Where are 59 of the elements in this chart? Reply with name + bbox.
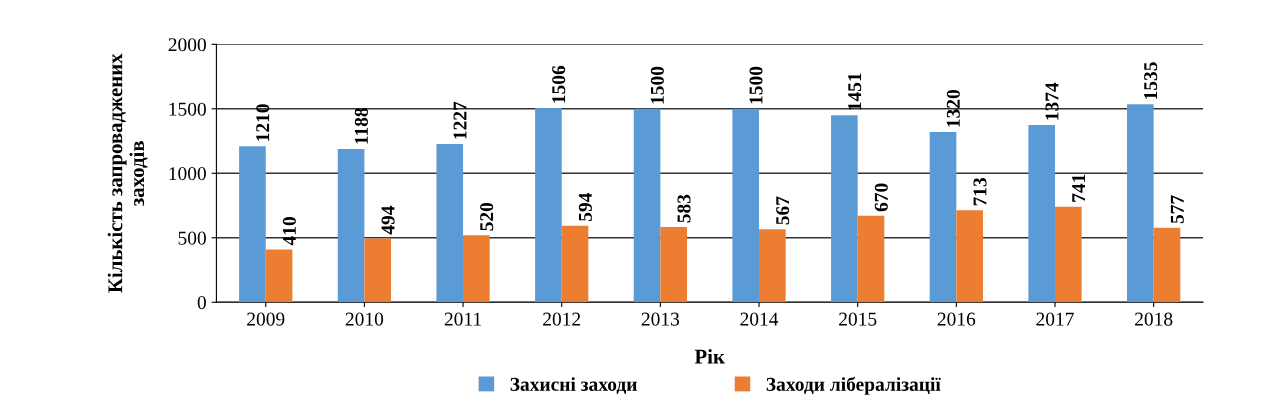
data-label: 567 [776, 196, 790, 225]
data-label: 1210 [256, 104, 270, 141]
bar [732, 108, 760, 303]
legend-label: Заходи лібералізації [766, 376, 941, 395]
bar [463, 235, 490, 303]
bar [759, 229, 786, 303]
x-tick-label: 2016 [937, 312, 976, 326]
bar [364, 238, 392, 303]
data-label: 520 [480, 202, 494, 231]
data-label: 670 [874, 183, 888, 212]
y-axis-title: Кількість запроваджених заходів [107, 53, 148, 293]
x-tick-label: 2014 [740, 312, 779, 326]
data-label: 741 [1072, 174, 1085, 202]
data-label: 1188 [354, 108, 368, 144]
data-label: 1500 [650, 66, 664, 104]
bar [1055, 206, 1082, 303]
data-label: 1535 [1144, 62, 1158, 99]
data-label: 1227 [453, 101, 467, 139]
data-label: 594 [578, 192, 592, 221]
bar [633, 108, 661, 303]
bar [1127, 104, 1154, 303]
y-tick-label: 1500 [169, 102, 206, 116]
bar [337, 149, 365, 303]
data-label: 494 [381, 205, 395, 235]
y-tick-label: 1000 [169, 167, 206, 181]
y-tick-label: 500 [178, 231, 206, 245]
bar [265, 249, 293, 303]
bar [929, 132, 957, 303]
bar [1153, 227, 1181, 303]
x-tick-label: 2010 [345, 312, 384, 326]
bar [956, 210, 983, 303]
data-label: 577 [1170, 195, 1184, 224]
x-tick-label: 2018 [1135, 312, 1173, 326]
data-label: 1500 [749, 66, 763, 104]
x-tick-label: 2009 [247, 312, 285, 326]
bar [436, 144, 464, 303]
y-tick-label: 2000 [168, 38, 206, 52]
x-tick-label: 2015 [839, 312, 877, 326]
x-axis-title: Рік [694, 349, 725, 364]
bar [535, 108, 562, 303]
x-tick-label: 2012 [543, 312, 581, 326]
data-label: 713 [973, 177, 987, 206]
bar [831, 115, 858, 303]
data-label: 1506 [552, 65, 566, 103]
bar [857, 215, 885, 303]
data-label: 1374 [1045, 82, 1059, 120]
data-label: 1451 [848, 73, 862, 110]
bar [660, 227, 688, 303]
x-tick-label: 2011 [444, 312, 481, 326]
x-tick-label: 2013 [641, 312, 680, 326]
bar [239, 146, 266, 303]
x-tick-label: 2017 [1036, 312, 1074, 326]
data-label: 583 [677, 194, 691, 223]
y-tick-label: 0 [197, 296, 206, 310]
bar [561, 225, 589, 303]
data-label: 1320 [946, 90, 960, 127]
data-label: 410 [282, 217, 296, 246]
bar [1028, 125, 1055, 303]
legend-label: Захисні заходи [510, 377, 637, 395]
